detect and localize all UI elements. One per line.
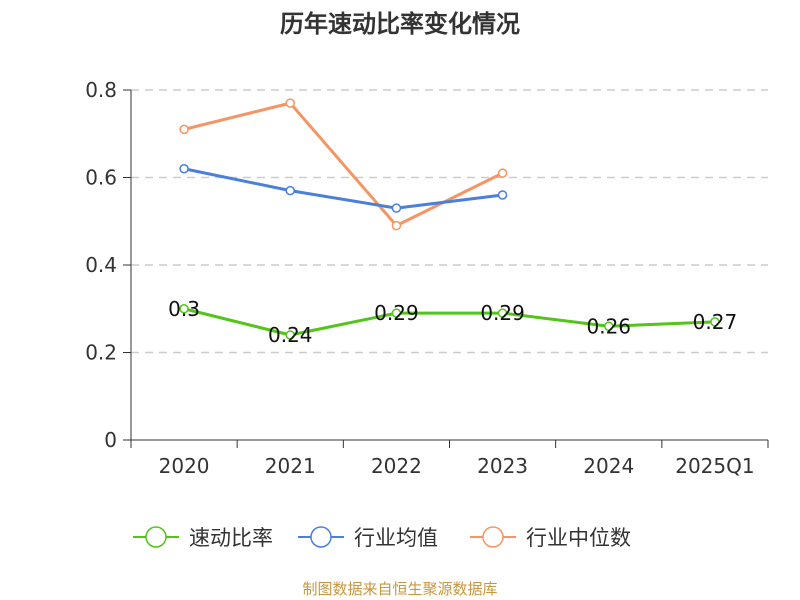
data-point <box>497 190 508 200</box>
data-point <box>710 317 720 327</box>
legend-item[interactable]: 行业中位数 <box>470 526 631 550</box>
axes: 0 0.2 0.4 0.6 0.8 2020 2021 2022 2023 2024 2025Q1 <box>85 78 769 478</box>
data-point <box>285 330 295 340</box>
data-labels: 0.3 0.24 0.29 0.29 0.26 0.27 <box>168 297 737 347</box>
series-line <box>183 307 715 337</box>
legend-item[interactable]: 行业均值 <box>298 526 438 550</box>
data-point <box>391 203 402 213</box>
y-tick-label: 0.8 <box>85 78 117 102</box>
x-tick-label: 2024 <box>583 454 634 478</box>
data-label: 0.24 <box>268 323 313 347</box>
data-label: 0.3 <box>168 297 200 321</box>
data-label: 0.29 <box>480 301 525 325</box>
series-layer <box>179 98 720 340</box>
x-tick-label: 2022 <box>371 454 422 478</box>
legend-label: 行业中位数 <box>526 526 631 550</box>
y-tick-label: 0.4 <box>85 253 117 277</box>
legend-item[interactable]: 速动比率 <box>133 526 273 550</box>
data-point <box>285 185 295 196</box>
data-point <box>179 304 189 314</box>
legend-label: 速动比率 <box>189 526 273 550</box>
legend-marker <box>310 526 332 548</box>
legend-marker <box>482 526 504 548</box>
data-point <box>497 308 508 318</box>
y-tick-label: 0 <box>104 428 117 452</box>
chart-title: 历年速动比率变化情况 <box>280 10 520 38</box>
y-tick-label: 0.2 <box>85 341 117 365</box>
x-tick-label: 2025Q1 <box>675 454 754 478</box>
legend[interactable]: 速动比率 行业均值 行业中位数 <box>133 526 631 550</box>
series-line <box>183 167 503 210</box>
x-tick-label: 2020 <box>159 454 210 478</box>
source-note: 制图数据来自恒生聚源数据库 <box>302 580 497 598</box>
data-point <box>179 124 189 135</box>
data-point <box>497 168 508 178</box>
y-tick-label: 0.6 <box>85 166 117 190</box>
series-line <box>183 101 504 228</box>
legend-marker <box>145 526 167 548</box>
data-label: 0.26 <box>586 314 631 338</box>
x-tick-label: 2023 <box>477 454 528 478</box>
data-point <box>391 220 402 231</box>
data-point <box>604 321 614 331</box>
data-point <box>179 164 189 174</box>
x-tick-label: 2021 <box>265 454 316 478</box>
data-point <box>285 98 295 108</box>
data-label: 0.27 <box>693 310 738 334</box>
data-point <box>391 308 402 318</box>
legend-label: 行业均值 <box>354 526 438 550</box>
data-label: 0.29 <box>374 301 419 325</box>
